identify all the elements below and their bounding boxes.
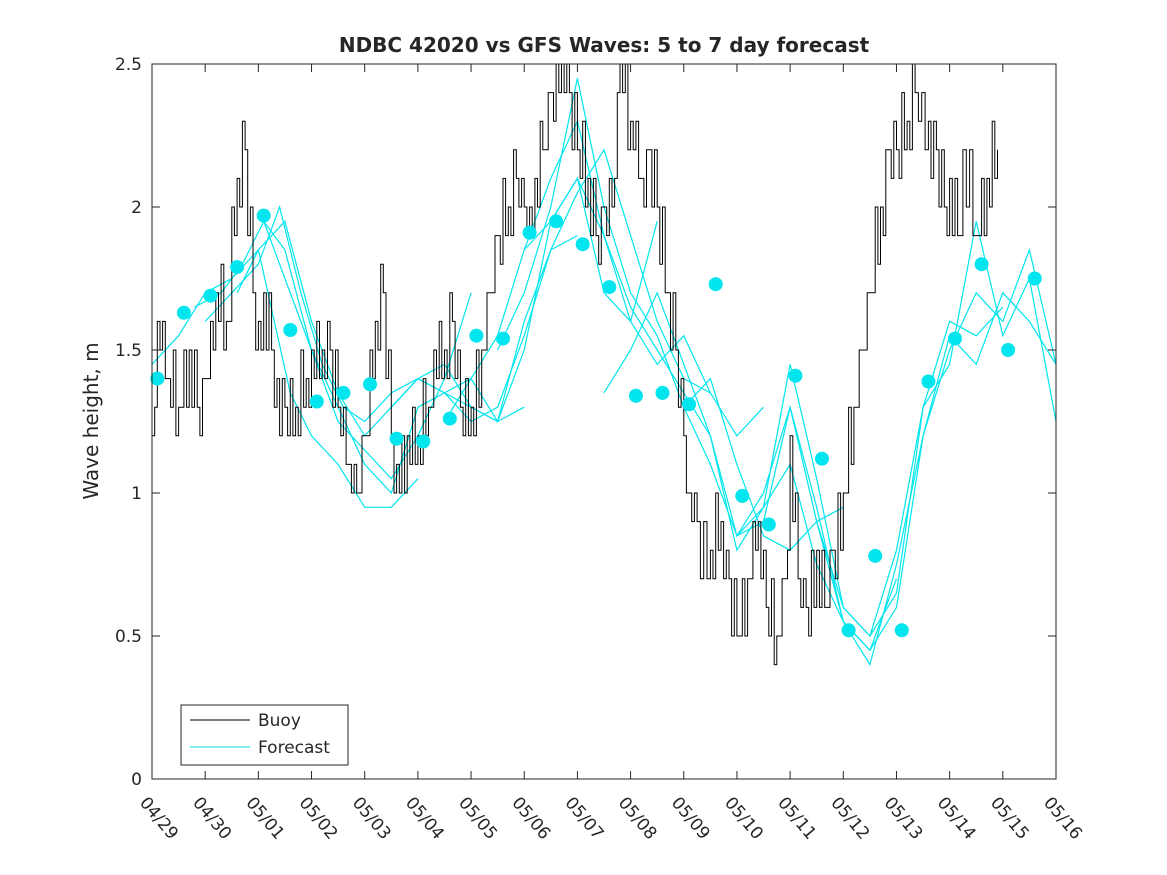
forecast-marker <box>788 368 803 383</box>
forecast-line-13 <box>816 247 1057 667</box>
forecast-marker <box>974 257 989 272</box>
forecast-marker <box>868 548 883 563</box>
legend-buoy-label: Buoy <box>258 711 301 731</box>
forecast-marker <box>735 488 750 503</box>
forecast-marker <box>628 388 643 403</box>
forecast-marker <box>841 623 856 638</box>
forecast-marker <box>176 305 191 320</box>
forecast-marker <box>549 214 564 229</box>
forecast-marker <box>416 434 431 449</box>
forecast-marker <box>655 385 670 400</box>
forecast-marker <box>522 225 537 240</box>
forecast-line-6 <box>390 148 711 423</box>
forecast-marker <box>230 260 245 275</box>
forecast-marker <box>256 208 271 223</box>
forecast-marker <box>309 394 324 409</box>
y-tick-label: 1.5 <box>115 341 142 361</box>
forecast-marker <box>815 451 829 466</box>
y-tick-label: 2 <box>131 198 142 218</box>
forecast-marker <box>894 623 909 638</box>
forecast-marker <box>948 331 962 346</box>
y-tick-label: 0.5 <box>115 627 142 647</box>
axes-frame <box>151 63 1057 780</box>
chart-title: NDBC 42020 vs GFS Waves: 5 to 7 day fore… <box>339 33 870 57</box>
forecast-line-12 <box>736 221 1057 637</box>
forecast-marker <box>442 411 457 426</box>
plot-area <box>152 64 1056 779</box>
forecast-marker <box>496 331 510 346</box>
forecast-marker <box>150 371 165 386</box>
forecast-marker <box>708 277 723 292</box>
y-axis-label: Wave height, m <box>79 342 103 499</box>
forecast-marker <box>602 280 617 295</box>
forecast-marker <box>1001 343 1016 357</box>
forecast-marker <box>575 237 590 252</box>
forecast-marker <box>1027 271 1042 286</box>
y-tick-label: 0 <box>131 770 142 790</box>
forecast-line-3 <box>204 204 525 423</box>
forecast-marker <box>283 323 298 337</box>
y-tick-label: 2.5 <box>115 55 142 75</box>
forecast-marker <box>921 374 936 389</box>
legend: Buoy Forecast <box>180 704 349 766</box>
legend-box <box>180 704 349 766</box>
forecast-marker <box>682 397 697 412</box>
plot-layer <box>150 63 1057 779</box>
y-tick-label: 1 <box>131 484 142 504</box>
forecast-marker <box>469 328 484 343</box>
forecast-line-11 <box>683 291 1057 652</box>
forecast-line-1 <box>151 248 419 508</box>
forecast-marker <box>363 377 377 392</box>
legend-forecast-label: Forecast <box>258 738 330 758</box>
forecast-marker <box>203 288 218 303</box>
forecast-marker <box>761 517 776 532</box>
forecast-marker <box>336 385 351 400</box>
forecast-marker <box>389 431 404 446</box>
